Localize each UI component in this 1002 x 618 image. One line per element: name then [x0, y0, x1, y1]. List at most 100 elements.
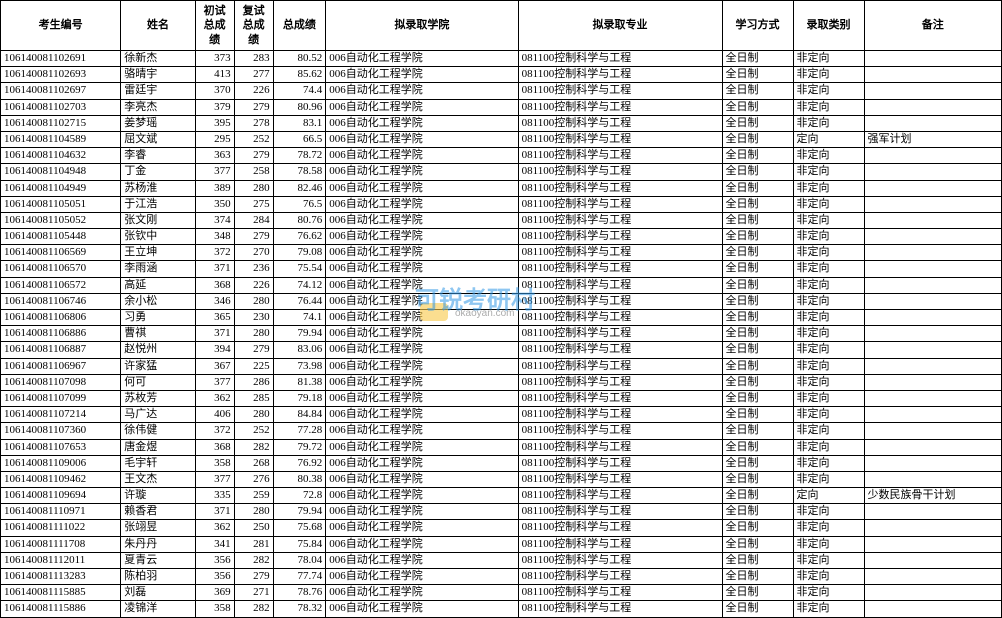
- cell-id: 106140081102703: [1, 99, 121, 115]
- cell-score3: 79.72: [273, 439, 326, 455]
- cell-score2: 226: [234, 277, 273, 293]
- table-row: 106140081110971赖香君37128079.94006自动化工程学院0…: [1, 504, 1002, 520]
- cell-remark: [864, 358, 1002, 374]
- cell-id: 106140081110971: [1, 504, 121, 520]
- table-row: 106140081102697雷廷宇37022674.4006自动化工程学院08…: [1, 83, 1002, 99]
- cell-score1: 372: [195, 423, 234, 439]
- cell-score2: 280: [234, 504, 273, 520]
- cell-study: 全日制: [722, 180, 793, 196]
- table-row: 106140081106746余小松34628076.44006自动化工程学院0…: [1, 293, 1002, 309]
- cell-score2: 279: [234, 229, 273, 245]
- cell-study: 全日制: [722, 212, 793, 228]
- cell-score3: 82.46: [273, 180, 326, 196]
- cell-score1: 395: [195, 115, 234, 131]
- cell-score3: 85.62: [273, 67, 326, 83]
- cell-score1: 367: [195, 358, 234, 374]
- cell-score2: 268: [234, 455, 273, 471]
- cell-remark: [864, 520, 1002, 536]
- cell-admit: 定向: [793, 488, 864, 504]
- cell-score3: 83.06: [273, 342, 326, 358]
- cell-study: 全日制: [722, 326, 793, 342]
- cell-study: 全日制: [722, 488, 793, 504]
- admission-table: 考生编号 姓名 初试总成绩 复试总成绩 总成绩 拟录取学院 拟录取专业 学习方式…: [0, 0, 1002, 618]
- cell-score1: 394: [195, 342, 234, 358]
- table-row: 106140081106886曹祺37128079.94006自动化工程学院08…: [1, 326, 1002, 342]
- cell-id: 106140081106887: [1, 342, 121, 358]
- cell-college: 006自动化工程学院: [326, 277, 518, 293]
- cell-name: 屈文斌: [121, 131, 195, 147]
- cell-name: 李睿: [121, 148, 195, 164]
- cell-college: 006自动化工程学院: [326, 326, 518, 342]
- cell-admit: 定向: [793, 131, 864, 147]
- cell-id: 106140081106570: [1, 261, 121, 277]
- cell-score1: 358: [195, 601, 234, 617]
- cell-remark: [864, 67, 1002, 83]
- cell-major: 081100控制科学与工程: [518, 504, 722, 520]
- cell-college: 006自动化工程学院: [326, 455, 518, 471]
- cell-score3: 76.62: [273, 229, 326, 245]
- cell-study: 全日制: [722, 196, 793, 212]
- table-row: 106140081102703李亮杰37927980.96006自动化工程学院0…: [1, 99, 1002, 115]
- cell-major: 081100控制科学与工程: [518, 407, 722, 423]
- cell-score3: 79.18: [273, 390, 326, 406]
- table-body: 106140081102691徐新杰37328380.52006自动化工程学院0…: [1, 51, 1002, 618]
- cell-id: 106140081106967: [1, 358, 121, 374]
- table-row: 106140081113283陈柏羽35627977.74006自动化工程学院0…: [1, 569, 1002, 585]
- cell-college: 006自动化工程学院: [326, 293, 518, 309]
- cell-remark: [864, 504, 1002, 520]
- cell-score1: 350: [195, 196, 234, 212]
- cell-score2: 284: [234, 212, 273, 228]
- cell-score3: 75.68: [273, 520, 326, 536]
- cell-score3: 72.8: [273, 488, 326, 504]
- cell-study: 全日制: [722, 83, 793, 99]
- cell-remark: [864, 342, 1002, 358]
- table-row: 106140081105051于江浩35027576.5006自动化工程学院08…: [1, 196, 1002, 212]
- cell-score2: 275: [234, 196, 273, 212]
- cell-score1: 362: [195, 390, 234, 406]
- cell-college: 006自动化工程学院: [326, 99, 518, 115]
- cell-college: 006自动化工程学院: [326, 504, 518, 520]
- cell-admit: 非定向: [793, 536, 864, 552]
- cell-admit: 非定向: [793, 439, 864, 455]
- cell-id: 106140081106572: [1, 277, 121, 293]
- cell-study: 全日制: [722, 358, 793, 374]
- cell-admit: 非定向: [793, 67, 864, 83]
- cell-score1: 368: [195, 277, 234, 293]
- cell-college: 006自动化工程学院: [326, 67, 518, 83]
- cell-major: 081100控制科学与工程: [518, 245, 722, 261]
- cell-score2: 285: [234, 390, 273, 406]
- table-row: 106140081106572高延36822674.12006自动化工程学院08…: [1, 277, 1002, 293]
- cell-college: 006自动化工程学院: [326, 423, 518, 439]
- cell-study: 全日制: [722, 471, 793, 487]
- cell-id: 106140081107653: [1, 439, 121, 455]
- table-row: 106140081105052张文刚37428480.76006自动化工程学院0…: [1, 212, 1002, 228]
- cell-score3: 75.84: [273, 536, 326, 552]
- cell-score1: 413: [195, 67, 234, 83]
- cell-college: 006自动化工程学院: [326, 310, 518, 326]
- cell-name: 雷廷宇: [121, 83, 195, 99]
- cell-score1: 377: [195, 471, 234, 487]
- cell-major: 081100控制科学与工程: [518, 390, 722, 406]
- header-study: 学习方式: [722, 1, 793, 51]
- cell-major: 081100控制科学与工程: [518, 358, 722, 374]
- cell-score3: 79.08: [273, 245, 326, 261]
- cell-score3: 75.54: [273, 261, 326, 277]
- cell-admit: 非定向: [793, 261, 864, 277]
- cell-name: 赵悦州: [121, 342, 195, 358]
- cell-college: 006自动化工程学院: [326, 196, 518, 212]
- cell-remark: [864, 115, 1002, 131]
- cell-major: 081100控制科学与工程: [518, 601, 722, 617]
- cell-college: 006自动化工程学院: [326, 229, 518, 245]
- table-row: 106140081104948丁金37725878.58006自动化工程学院08…: [1, 164, 1002, 180]
- cell-major: 081100控制科学与工程: [518, 196, 722, 212]
- cell-study: 全日制: [722, 229, 793, 245]
- cell-college: 006自动化工程学院: [326, 131, 518, 147]
- cell-major: 081100控制科学与工程: [518, 51, 722, 67]
- cell-score1: 362: [195, 520, 234, 536]
- cell-score1: 373: [195, 51, 234, 67]
- cell-score2: 279: [234, 569, 273, 585]
- cell-score1: 348: [195, 229, 234, 245]
- cell-name: 张翊昱: [121, 520, 195, 536]
- cell-admit: 非定向: [793, 196, 864, 212]
- cell-score3: 77.74: [273, 569, 326, 585]
